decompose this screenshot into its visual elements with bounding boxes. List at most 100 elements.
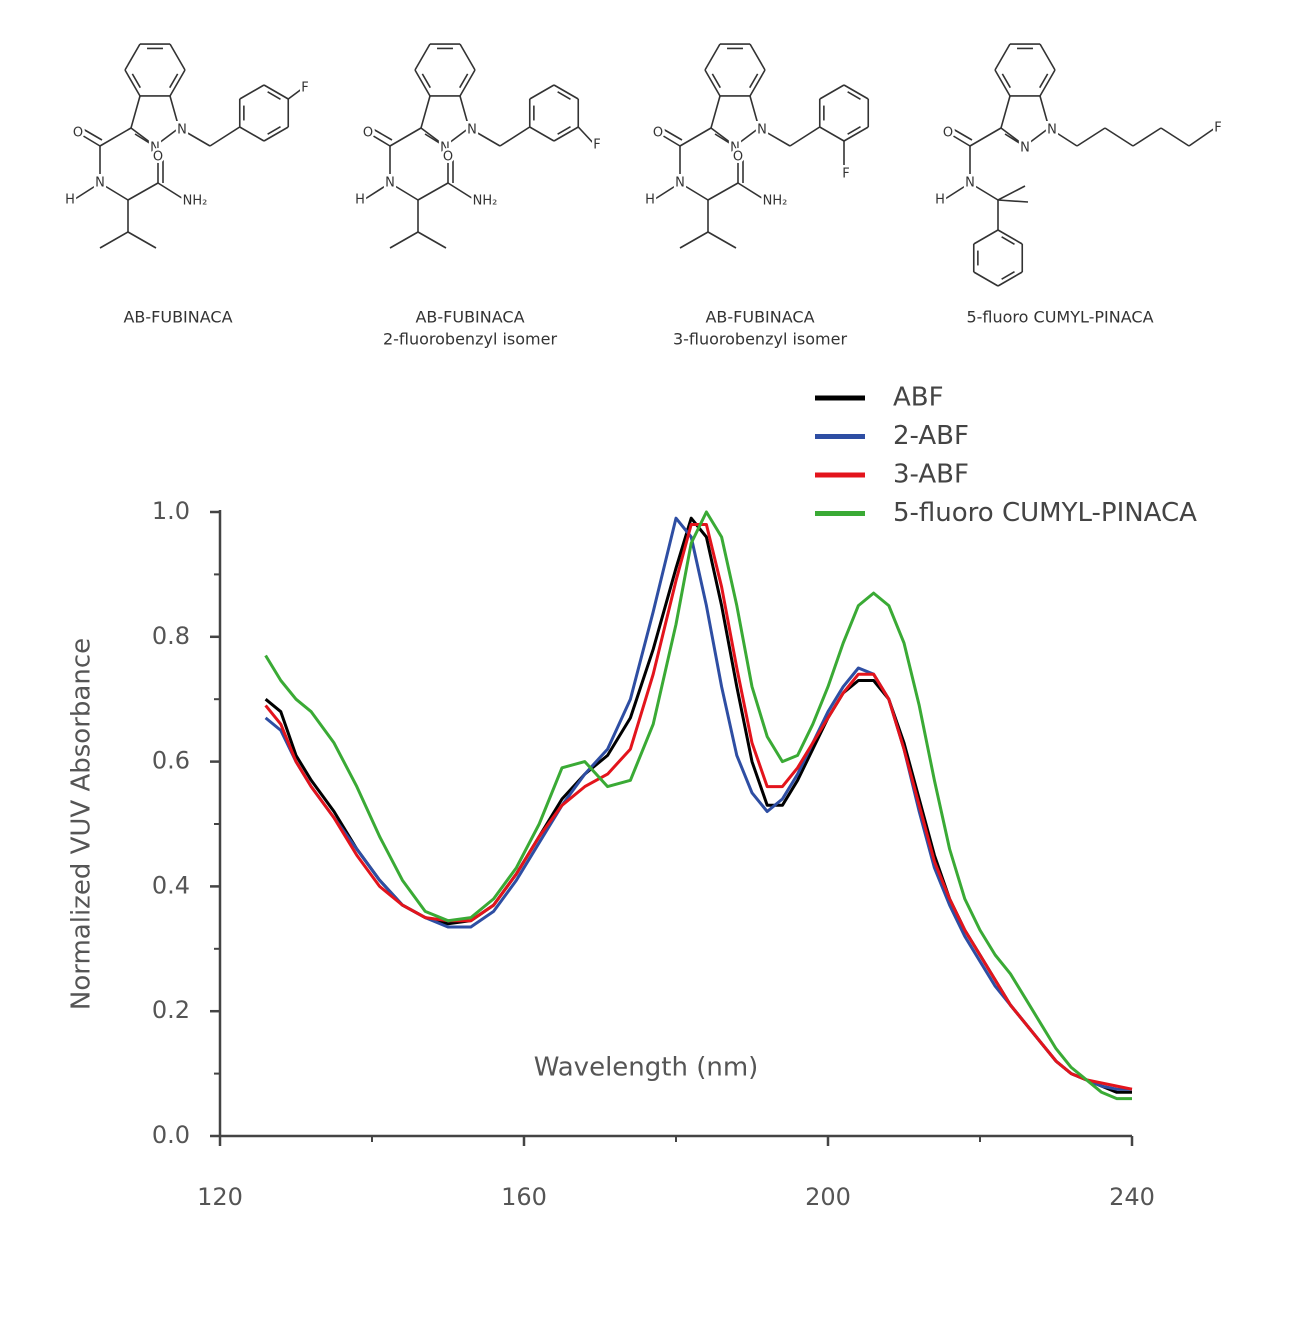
atom-label: H [645,193,655,208]
bond [127,182,159,201]
compound-name: AB-FUBINACA [415,308,524,327]
bond [529,126,555,142]
atom-label: O [943,126,953,141]
bond [997,229,1023,245]
bond [124,43,141,71]
atom-label: O [153,150,163,165]
bond [1001,271,1015,280]
bond [287,87,304,100]
bond [662,128,683,141]
atom-label: NH₂ [183,194,208,209]
bond [1024,127,1050,147]
x-axis-title: Wavelength (nm) [534,1053,759,1083]
bond [459,95,470,129]
bond [389,231,419,249]
bond [659,133,681,147]
bond [704,69,721,97]
atom-label: N [95,176,105,191]
bond [679,182,709,201]
bond [1038,73,1049,89]
atom-label: N [675,176,685,191]
compound-name: AB-FUBINACA [123,308,232,327]
bond [99,127,132,147]
bond [420,127,446,147]
bond [169,43,186,71]
bond [124,69,141,97]
bond [1004,133,1022,145]
atom-label: F [301,81,308,96]
bond [1048,127,1078,147]
bond [997,199,1029,203]
bond [1104,127,1134,147]
bond [154,127,180,147]
bond [789,126,821,147]
bond [417,231,447,249]
bond [843,126,869,142]
series-line [264,523,1133,1091]
bond [557,91,571,100]
bond [679,127,712,147]
bond [209,126,241,147]
atom-label: O [363,126,373,141]
bond [711,73,722,89]
bond [372,128,393,141]
bond [710,127,736,147]
bond [843,84,869,100]
bond [499,126,531,147]
bond [749,43,766,71]
bond [944,182,971,200]
bond [1001,73,1012,89]
bond [1039,95,1050,129]
bond [847,126,861,135]
series-line [264,516,1132,1094]
atom-label: O [733,150,743,165]
legend-label: 3-ABF [893,460,969,490]
bond [1076,127,1106,147]
bond [444,127,470,147]
bond [239,126,265,142]
bond [553,126,579,142]
bond [263,84,289,100]
atom-label: N [150,141,160,156]
atom-label: H [935,193,945,208]
y-tick-label: 0.6 [152,747,190,775]
bond [679,231,709,249]
bond [997,185,1026,201]
series-line [264,510,1132,1101]
bond [131,73,142,89]
bond [239,84,265,100]
compound-name: 3-fluorobenzyl isomer [673,330,848,349]
bond [969,182,999,201]
bond [1188,127,1216,147]
atom-label: N [177,123,187,138]
bond [749,95,760,129]
y-tick-label: 0.0 [152,1121,190,1149]
atom-label: N [1020,141,1030,156]
y-tick-label: 0.2 [152,996,190,1024]
bond [420,95,431,129]
bond [758,127,791,147]
bond [263,126,289,142]
bond [369,133,391,147]
bond [267,91,281,100]
bond [99,231,129,249]
bond [130,95,141,129]
atom-label: F [593,138,600,153]
bond [529,84,555,100]
atom-label: N [467,123,477,138]
bond [973,271,999,287]
bond [79,133,101,147]
bond [267,126,281,135]
bond [1132,127,1162,147]
bond [459,69,476,97]
plot: 0.0 0.2 0.4 0.6 0.8 1.0 120 160 200 240 ABF 2-ABF 3-… [152,383,1197,1212]
bond [819,84,845,100]
bond [82,128,103,141]
bond [127,231,157,249]
bond [364,182,391,200]
y-tick-label: 0.8 [152,622,190,650]
atom-label: O [443,150,453,165]
bond [707,231,737,249]
